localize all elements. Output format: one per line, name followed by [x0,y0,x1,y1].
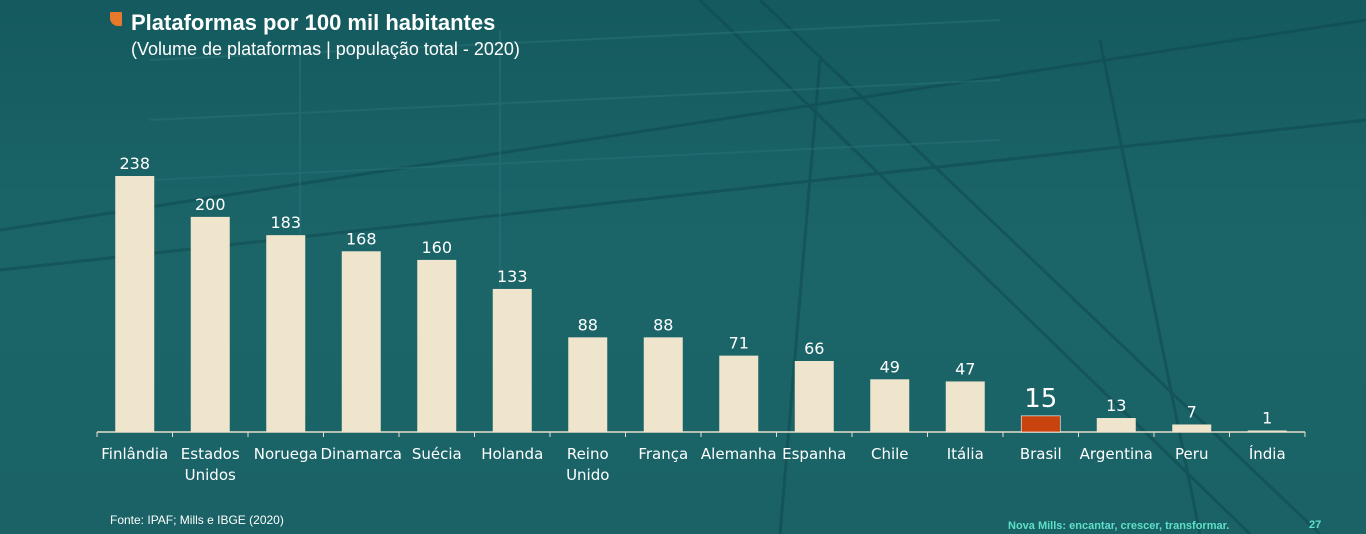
value-label-dinamarca: 168 [346,229,377,248]
bar-noruega [266,235,306,432]
bar--ndia [1247,430,1287,432]
footer-slogan: Nova Mills: encantar, crescer, transform… [1008,520,1230,532]
title-bullet-icon [110,12,122,26]
bar-chart: 238Finlândia200EstadosUnidos183Noruega16… [96,154,1306,484]
category-label--ndia: Índia [1249,444,1286,463]
bar-espanha [794,361,834,432]
bar-it-lia [945,381,985,432]
category-label-finl-ndia: Finlândia [101,445,168,463]
bar-alemanha [719,355,759,432]
bar-estados-unidos [190,216,230,432]
bar-finl-ndia [115,176,155,432]
bar-brasil [1020,415,1061,433]
category-label-holanda: Holanda [481,445,543,463]
category-label-estados-unidos: Unidos [185,466,236,484]
page-number: 27 [1309,519,1322,531]
value-label-fran-a: 88 [653,315,673,334]
value-label-espanha: 66 [804,339,824,358]
value-label-brasil: 15 [1024,384,1057,414]
value-label-estados-unidos: 200 [195,195,226,214]
source-note: Fonte: IPAF; Mills e IBGE (2020) [110,513,284,527]
value-label-holanda: 133 [497,267,528,286]
chart-subtitle: (Volume de plataformas | população total… [131,39,520,59]
bar-su-cia [417,259,457,432]
category-label-dinamarca: Dinamarca [321,445,403,463]
value-label-chile: 49 [880,357,900,376]
value-label-reino-unido: 88 [578,315,598,334]
category-label-noruega: Noruega [254,445,318,463]
bar-reino-unido [568,337,608,432]
category-label-it-lia: Itália [947,445,984,463]
value-label-su-cia: 160 [421,238,452,257]
category-label-su-cia: Suécia [412,445,462,463]
category-label-reino-unido: Reino [567,445,609,463]
bar-peru [1172,424,1212,432]
value-label-argentina: 13 [1106,396,1126,415]
category-label-estados-unidos: Estados [181,445,240,463]
category-label-chile: Chile [871,445,909,463]
category-label-alemanha: Alemanha [701,445,777,463]
value-label-peru: 7 [1187,402,1197,421]
bar-fran-a [643,337,683,432]
chart-title: Plataformas por 100 mil habitantes [131,10,496,35]
value-label-finl-ndia: 238 [119,154,150,173]
bar-chile [870,379,910,432]
category-label-espanha: Espanha [782,445,846,463]
category-label-reino-unido: Unido [566,466,609,484]
bar-dinamarca [341,251,381,432]
category-label-argentina: Argentina [1080,445,1153,463]
category-label-peru: Peru [1175,445,1208,463]
value-label-alemanha: 71 [729,334,749,353]
value-label--ndia: 1 [1262,409,1272,428]
bar-holanda [492,288,532,432]
value-label-noruega: 183 [270,213,301,232]
bar-argentina [1096,418,1136,432]
value-label-it-lia: 47 [955,359,975,378]
category-label-fran-a: França [638,445,688,463]
category-label-brasil: Brasil [1020,445,1062,463]
